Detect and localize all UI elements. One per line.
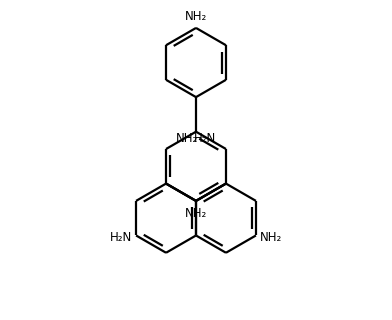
Text: NH₂: NH₂ <box>260 231 283 244</box>
Text: H₂N: H₂N <box>109 231 132 244</box>
Text: NH₂: NH₂ <box>185 10 207 23</box>
Text: NH₂: NH₂ <box>185 207 207 220</box>
Text: NH₂: NH₂ <box>176 132 198 145</box>
Text: H₂N: H₂N <box>194 132 216 145</box>
